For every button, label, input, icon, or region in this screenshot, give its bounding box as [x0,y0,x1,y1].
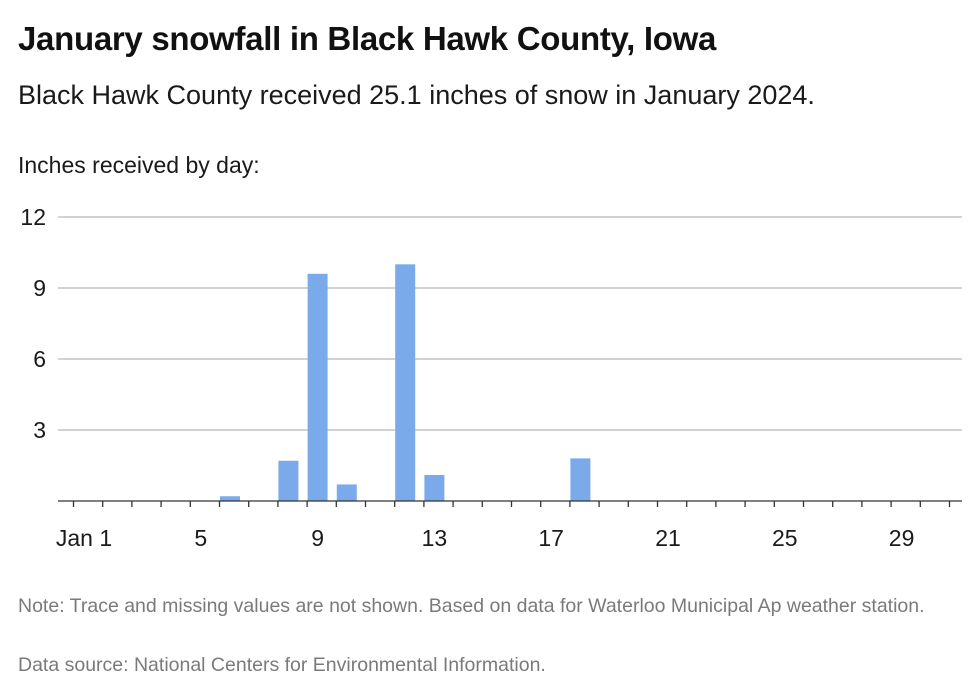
y-tick-label-3: 3 [33,417,46,443]
y-tick-label-6: 6 [33,346,46,372]
chart-note: Note: Trace and missing values are not s… [18,595,925,617]
y-axis-caption: Inches received by day: [18,152,260,178]
bar-day-8 [278,460,299,501]
bar-day-18 [570,458,591,501]
bars [220,264,591,501]
y-tick-label-9: 9 [33,275,46,301]
x-axis: Jan 1 5 9 13 17 21 25 29 [56,500,962,551]
bar-day-13 [424,474,445,501]
x-tick-label-5: 5 [194,525,207,551]
bar-day-12 [395,264,416,501]
snowfall-bar-chart: Jan 1 5 9 13 17 21 25 29 3 6 9 12 [20,204,962,551]
x-tick-label-13: 13 [422,525,448,551]
x-tick-label-17: 17 [538,525,564,551]
x-tick-label-25: 25 [772,525,798,551]
x-tick-label-29: 29 [889,525,915,551]
chart-subtitle: Black Hawk County received 25.1 inches o… [18,80,815,110]
data-source: Data source: National Centers for Enviro… [18,654,546,676]
x-tick-label-1: Jan 1 [56,525,112,551]
y-tick-label-12: 12 [20,204,46,230]
bar-day-10 [336,484,357,501]
x-tick-label-21: 21 [655,525,681,551]
chart-title: January snowfall in Black Hawk County, I… [18,20,717,57]
x-tick-label-9: 9 [311,525,324,551]
bar-day-6 [220,496,240,501]
gridlines [58,216,962,431]
y-axis-ticks: 3 6 9 12 [20,204,46,443]
bar-day-9 [307,273,328,501]
